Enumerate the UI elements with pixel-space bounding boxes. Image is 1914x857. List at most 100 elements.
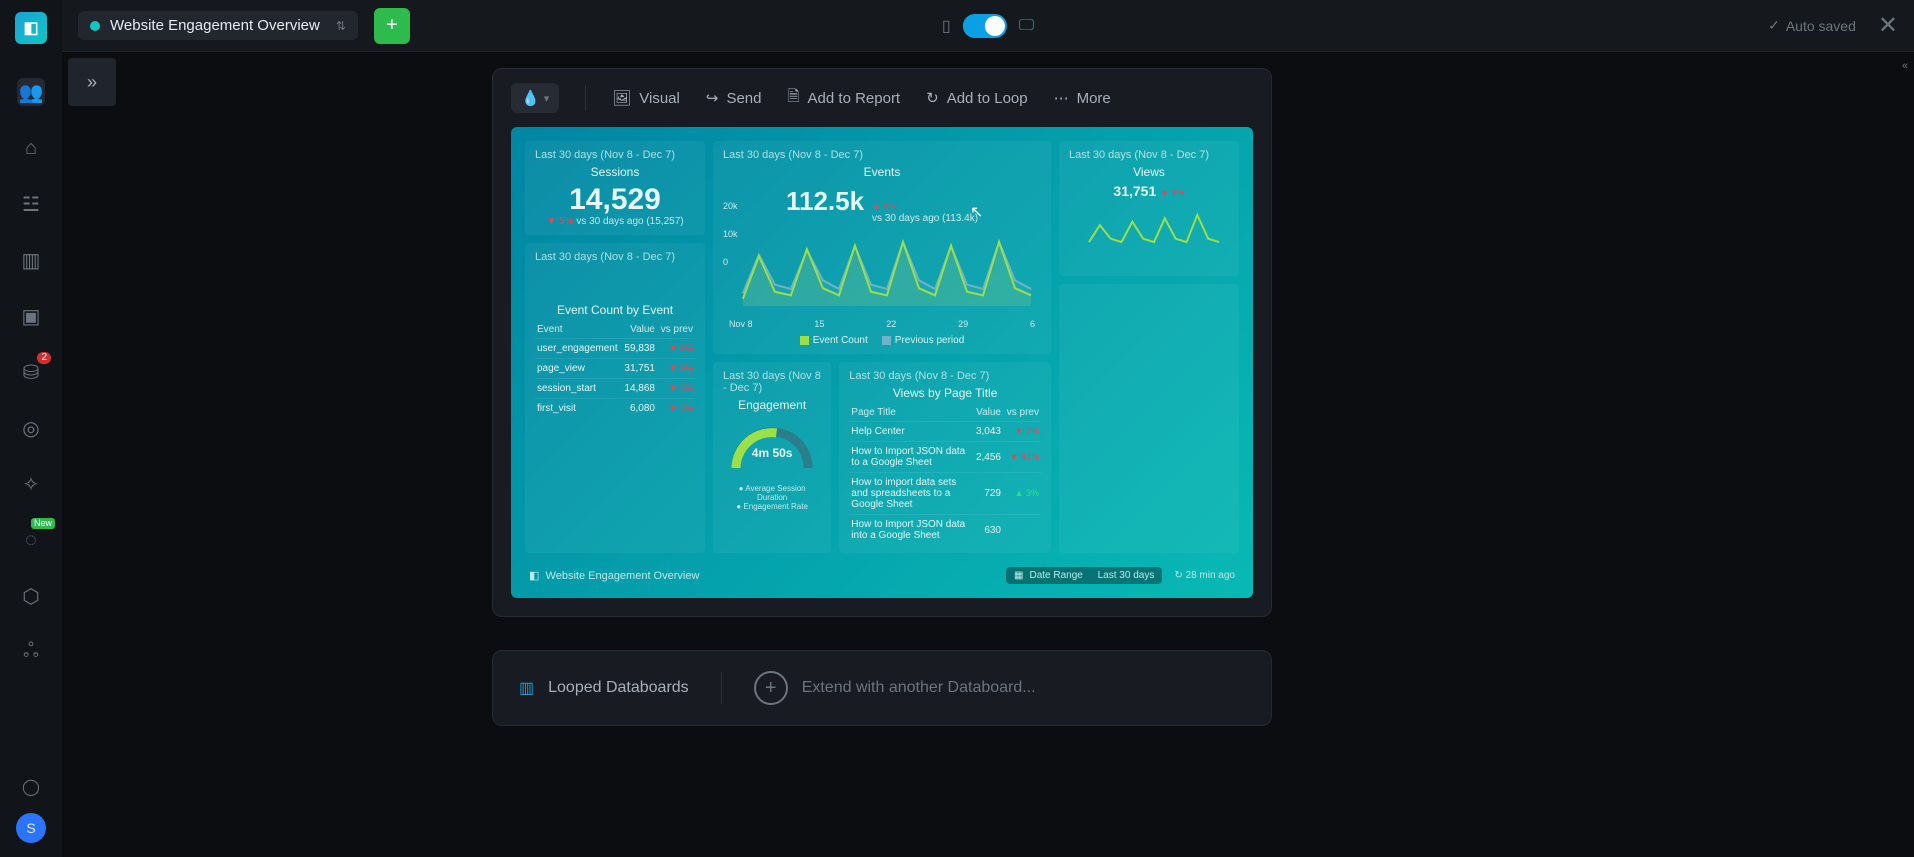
col-header: vs prev xyxy=(657,321,695,339)
date-range: Last 30 days (Nov 8 - Dec 7) xyxy=(723,149,1041,161)
boards-icon: ▥ xyxy=(519,678,534,698)
tool-label: Send xyxy=(726,90,761,107)
device-toggle[interactable] xyxy=(963,14,1007,38)
home-icon: ⌂ xyxy=(25,137,37,160)
top-bar: Website Engagement Overview ⇅ + ▯ 🖵 ✓ Au… xyxy=(62,0,1914,52)
left-column: Last 30 days (Nov 8 - Dec 7) Sessions 14… xyxy=(525,141,705,553)
tool-add-report[interactable]: 🗎Add to Report xyxy=(787,86,900,111)
sessions-delta: ▼ 5% vs 30 days ago (15,257) xyxy=(535,216,695,227)
table-row[interactable]: first_visit6,080▼ 3% xyxy=(535,399,695,419)
nav-insights[interactable]: ◌New xyxy=(17,526,45,554)
metrics-icon: ☳ xyxy=(22,192,40,217)
col-header: Page Title xyxy=(849,404,974,422)
collapse-right-panel[interactable]: « xyxy=(1902,60,1908,72)
table-row[interactable]: page_view31,751▼ 9% xyxy=(535,359,695,379)
user-avatar[interactable]: S xyxy=(16,813,46,843)
loop-card: ▥ Looped Databoards + Extend with anothe… xyxy=(492,650,1272,726)
plus-circle-icon: + xyxy=(754,671,788,705)
device-toggle-group: ▯ 🖵 xyxy=(942,14,1034,38)
looped-databoards[interactable]: ▥ Looped Databoards xyxy=(519,678,689,698)
autosaved-indicator: ✓ Auto saved xyxy=(1768,17,1856,34)
nav-home[interactable]: ⌂ xyxy=(17,134,45,162)
theme-picker[interactable]: 💧▾ xyxy=(511,83,559,113)
status-dot-icon xyxy=(90,21,100,31)
nav-metrics[interactable]: ☳ xyxy=(17,190,45,218)
logo-icon: ◧ xyxy=(23,18,38,38)
table-row[interactable]: How to import data sets and spreadsheets… xyxy=(849,473,1041,515)
org-icon: ஃ xyxy=(23,640,39,665)
left-nav: ◧ 👥 ⌂ ☳ ▥ ▣ ⛁2 ◎ ✧ ◌New ⬡ ஃ ◯ S xyxy=(0,0,62,857)
extend-databoard[interactable]: + Extend with another Databoard... xyxy=(754,671,1036,705)
table-row[interactable]: How to Import JSON data to a Google Shee… xyxy=(849,442,1041,473)
refresh-indicator[interactable]: ↻ 28 min ago xyxy=(1174,570,1235,581)
events-delta: ▼ 1% xyxy=(872,202,896,212)
divider xyxy=(721,672,722,704)
image-icon: 🖼 xyxy=(612,89,631,107)
events-tile[interactable]: Last 30 days (Nov 8 - Dec 7) Events 112.… xyxy=(713,141,1051,354)
views-by-page-tile[interactable]: Last 30 days (Nov 8 - Dec 7) Views by Pa… xyxy=(839,362,1051,553)
sessions-tile[interactable]: Last 30 days (Nov 8 - Dec 7) Sessions 14… xyxy=(525,141,705,235)
add-databoard-button[interactable]: + xyxy=(374,8,410,44)
tile-title: Sessions xyxy=(535,165,695,179)
right-column: Last 30 days (Nov 8 - Dec 7) Views 31,75… xyxy=(1059,141,1239,553)
check-icon: ✓ xyxy=(1768,17,1780,34)
toggle-knob xyxy=(985,16,1005,36)
card-toolbar: 💧▾ 🖼 Visual ↪ Send 🗎Add to Report ↻Add to … xyxy=(493,69,1271,127)
extend-label: Extend with another Databoard... xyxy=(802,679,1036,697)
nav-goals[interactable]: ◎ xyxy=(17,414,45,442)
close-button[interactable]: ✕ xyxy=(1878,11,1898,40)
nav-help[interactable]: ◯ xyxy=(22,777,40,797)
slides-icon: ▣ xyxy=(22,304,41,329)
tool-more[interactable]: ⋯More xyxy=(1054,89,1111,107)
help-icon: ◯ xyxy=(22,779,40,796)
share-icon: ↪ xyxy=(706,89,719,107)
tile-title: Event Count by Event xyxy=(535,303,695,317)
board-selector[interactable]: Website Engagement Overview ⇅ xyxy=(78,11,358,40)
nav-org[interactable]: ஃ xyxy=(17,638,45,666)
alerts-icon: ✧ xyxy=(23,472,40,497)
engagement-tile[interactable]: Last 30 days (Nov 8 - Dec 7) Engagement … xyxy=(713,362,831,553)
blank-tile[interactable] xyxy=(1059,284,1239,553)
nav-slides[interactable]: ▣ xyxy=(17,302,45,330)
tool-add-loop[interactable]: ↻Add to Loop xyxy=(926,89,1027,107)
nav-security[interactable]: ⬡ xyxy=(17,582,45,610)
mobile-icon[interactable]: ▯ xyxy=(942,16,951,36)
desktop-icon[interactable]: 🖵 xyxy=(1019,17,1034,35)
event-count-tile[interactable]: Last 30 days (Nov 8 - Dec 7) Event Count… xyxy=(525,243,705,553)
loop-icon: ↻ xyxy=(926,89,939,107)
workspace: » « 💧▾ 🖼 Visual ↪ Send 🗎Add to Report ↻Add… xyxy=(62,52,1914,857)
tool-label: Visual xyxy=(639,90,680,107)
tile-title: Views by Page Title xyxy=(849,386,1041,400)
table-row[interactable]: session_start14,868▼ 3% xyxy=(535,379,695,399)
legend-item[interactable]: Previous period xyxy=(882,335,964,346)
table-row[interactable]: How to Import JSON data into a Google Sh… xyxy=(849,515,1041,546)
avatar-letter: S xyxy=(26,820,35,836)
databoards-icon: ▥ xyxy=(22,248,41,273)
dashboard-preview[interactable]: Last 30 days (Nov 8 - Dec 7) Sessions 14… xyxy=(511,127,1253,598)
date-range-chip[interactable]: ▦Date Range Last 30 days xyxy=(1006,567,1162,584)
nav-alerts[interactable]: ✧ xyxy=(17,470,45,498)
app-logo[interactable]: ◧ xyxy=(15,12,47,44)
nav-list: 👥 ⌂ ☳ ▥ ▣ ⛁2 ◎ ✧ ◌New ⬡ ஃ xyxy=(17,78,45,666)
chart-legend: Event Count Previous period xyxy=(723,335,1041,346)
tool-visual[interactable]: 🖼 Visual xyxy=(612,89,680,107)
date-range: Last 30 days (Nov 8 - Dec 7) xyxy=(535,251,695,263)
nav-data-sources[interactable]: ⛁2 xyxy=(17,358,45,386)
caret-icon: ⇅ xyxy=(336,19,346,33)
y-axis: 20k 10k 0 xyxy=(723,201,738,267)
nav-people[interactable]: 👥 xyxy=(17,78,45,106)
tool-send[interactable]: ↪ Send xyxy=(706,89,762,107)
gauge-value: 4m 50s xyxy=(727,446,817,460)
events-compare: vs 30 days ago (113.4k) xyxy=(872,213,978,224)
top-right-group: ✓ Auto saved ✕ xyxy=(1768,11,1898,40)
table-row[interactable]: user_engagement59,838▼ 9% xyxy=(535,339,695,359)
views-tile[interactable]: Last 30 days (Nov 8 - Dec 7) Views 31,75… xyxy=(1059,141,1239,276)
autosaved-label: Auto saved xyxy=(1786,18,1856,34)
sessions-value: 14,529 xyxy=(535,183,695,216)
legend-item[interactable]: Event Count xyxy=(800,335,868,346)
expand-left-panel[interactable]: » xyxy=(68,58,116,106)
board-title: Website Engagement Overview xyxy=(110,17,320,34)
date-range: Last 30 days (Nov 8 - Dec 7) xyxy=(849,370,1041,382)
table-row[interactable]: Help Center3,043▼ 7% xyxy=(849,422,1041,442)
nav-databoards[interactable]: ▥ xyxy=(17,246,45,274)
